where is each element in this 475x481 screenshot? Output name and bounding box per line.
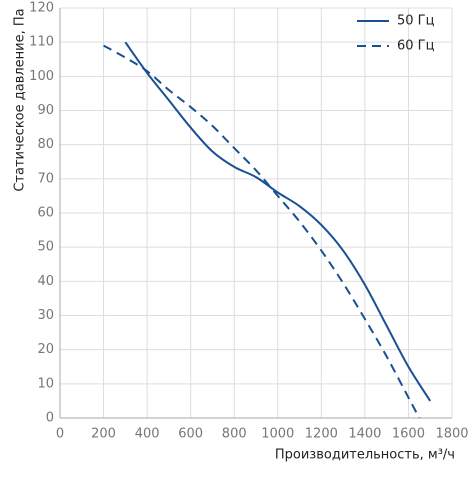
y-tick-label: 80 (37, 137, 54, 152)
y-tick-label: 30 (37, 308, 54, 323)
x-tick-label: 1600 (392, 427, 425, 442)
y-tick-label: 60 (37, 206, 54, 221)
y-tick-label: 40 (37, 274, 54, 289)
x-tick-label: 600 (178, 427, 203, 442)
x-tick-label: 0 (56, 427, 64, 442)
y-tick-label: 10 (37, 376, 54, 391)
legend-label: 60 Гц (397, 39, 435, 54)
y-axis-label: Статическое давление, Па (13, 8, 28, 191)
x-tick-label: 1400 (348, 427, 381, 442)
x-tick-label: 1000 (261, 427, 294, 442)
x-tick-label: 1800 (435, 427, 468, 442)
line-series (124, 41, 432, 402)
x-tick-label: 800 (222, 427, 247, 442)
x-axis-label: Производительность, м³/ч (275, 448, 455, 463)
y-tick-label: 70 (37, 171, 54, 186)
y-tick-label: 120 (29, 1, 54, 16)
y-tick-label: 110 (29, 35, 54, 50)
y-tick-label: 50 (37, 240, 54, 255)
y-tick-label: 20 (37, 342, 54, 357)
y-tick-label: 90 (37, 103, 54, 118)
y-tick-label: 0 (46, 411, 54, 426)
y-tick-label: 100 (29, 69, 54, 84)
x-tick-label: 200 (91, 427, 116, 442)
x-tick-label: 1200 (305, 427, 338, 442)
x-tick-label: 400 (135, 427, 160, 442)
line-series (103, 44, 421, 419)
legend-label: 50 Гц (397, 14, 435, 29)
